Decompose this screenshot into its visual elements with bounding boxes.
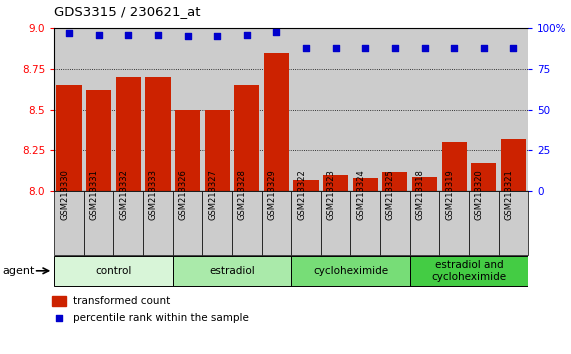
Bar (52, 296, 66, 306)
Bar (498, 191, 528, 255)
Bar (114, 191, 143, 255)
Text: GSM213326: GSM213326 (179, 169, 187, 220)
Text: GSM213333: GSM213333 (149, 169, 158, 220)
Text: GSM213319: GSM213319 (445, 169, 454, 220)
Bar (116, 77, 141, 191)
Bar (412, 177, 437, 191)
Bar (84, 191, 114, 255)
Bar (469, 191, 498, 255)
Bar (410, 28, 439, 191)
Text: percentile rank within the sample: percentile rank within the sample (73, 313, 248, 323)
Bar (202, 191, 232, 255)
Bar (291, 28, 321, 191)
Point (361, 45, 370, 51)
Text: estradiol: estradiol (209, 266, 255, 276)
Bar (232, 191, 262, 255)
Bar (204, 110, 230, 191)
Bar (175, 110, 200, 191)
Point (124, 32, 133, 38)
Bar (264, 53, 289, 191)
Bar (441, 142, 467, 191)
Text: GSM213318: GSM213318 (416, 169, 424, 220)
Point (479, 45, 488, 51)
Point (65, 30, 74, 36)
Text: GSM213322: GSM213322 (297, 169, 306, 220)
Bar (471, 164, 496, 191)
Bar (262, 28, 291, 191)
Text: GSM213327: GSM213327 (208, 169, 217, 220)
Point (54, 315, 63, 321)
Text: transformed count: transformed count (73, 296, 170, 306)
Bar (439, 191, 469, 255)
Bar (143, 191, 173, 255)
Bar (262, 191, 291, 255)
Bar (410, 191, 439, 255)
Bar (469, 28, 498, 191)
Bar (173, 256, 291, 286)
Text: control: control (95, 266, 132, 276)
Point (301, 45, 311, 51)
Bar (380, 28, 410, 191)
Point (94, 32, 103, 38)
Text: GDS3315 / 230621_at: GDS3315 / 230621_at (54, 5, 201, 18)
Bar (146, 77, 171, 191)
Bar (321, 191, 351, 255)
Bar (351, 28, 380, 191)
Bar (54, 256, 173, 286)
Text: GSM213323: GSM213323 (327, 169, 336, 220)
Text: GSM213324: GSM213324 (356, 169, 365, 220)
Text: GSM213329: GSM213329 (267, 169, 276, 220)
Bar (84, 28, 114, 191)
Point (272, 29, 281, 34)
Bar (291, 256, 410, 286)
Point (509, 45, 518, 51)
Bar (498, 28, 528, 191)
Bar (353, 178, 378, 191)
Point (242, 32, 251, 38)
Text: GSM213332: GSM213332 (119, 169, 128, 220)
Bar (57, 85, 82, 191)
Bar (293, 180, 319, 191)
Bar (234, 85, 259, 191)
Bar (321, 28, 351, 191)
Bar (291, 191, 321, 255)
Point (154, 32, 163, 38)
Bar (410, 256, 528, 286)
Bar (86, 90, 111, 191)
Point (212, 34, 222, 39)
Bar (323, 175, 348, 191)
Bar (232, 28, 262, 191)
Point (449, 45, 459, 51)
Bar (351, 191, 380, 255)
Bar (383, 172, 408, 191)
Bar (173, 191, 202, 255)
Text: GSM213321: GSM213321 (504, 169, 513, 220)
Bar (202, 28, 232, 191)
Text: GSM213320: GSM213320 (475, 169, 484, 220)
Text: GSM213330: GSM213330 (60, 169, 69, 220)
Text: GSM213325: GSM213325 (386, 169, 395, 220)
Text: cycloheximide: cycloheximide (313, 266, 388, 276)
Point (183, 34, 192, 39)
Bar (143, 28, 173, 191)
Bar (54, 191, 84, 255)
Point (331, 45, 340, 51)
Text: estradiol and
cycloheximide: estradiol and cycloheximide (431, 260, 506, 282)
Text: GSM213331: GSM213331 (90, 169, 99, 220)
Bar (54, 28, 84, 191)
Text: GSM213328: GSM213328 (238, 169, 247, 220)
Bar (114, 28, 143, 191)
Bar (439, 28, 469, 191)
Point (420, 45, 429, 51)
Bar (501, 139, 526, 191)
Bar (380, 191, 410, 255)
Point (391, 45, 400, 51)
Text: agent: agent (3, 266, 35, 276)
Bar (173, 28, 202, 191)
